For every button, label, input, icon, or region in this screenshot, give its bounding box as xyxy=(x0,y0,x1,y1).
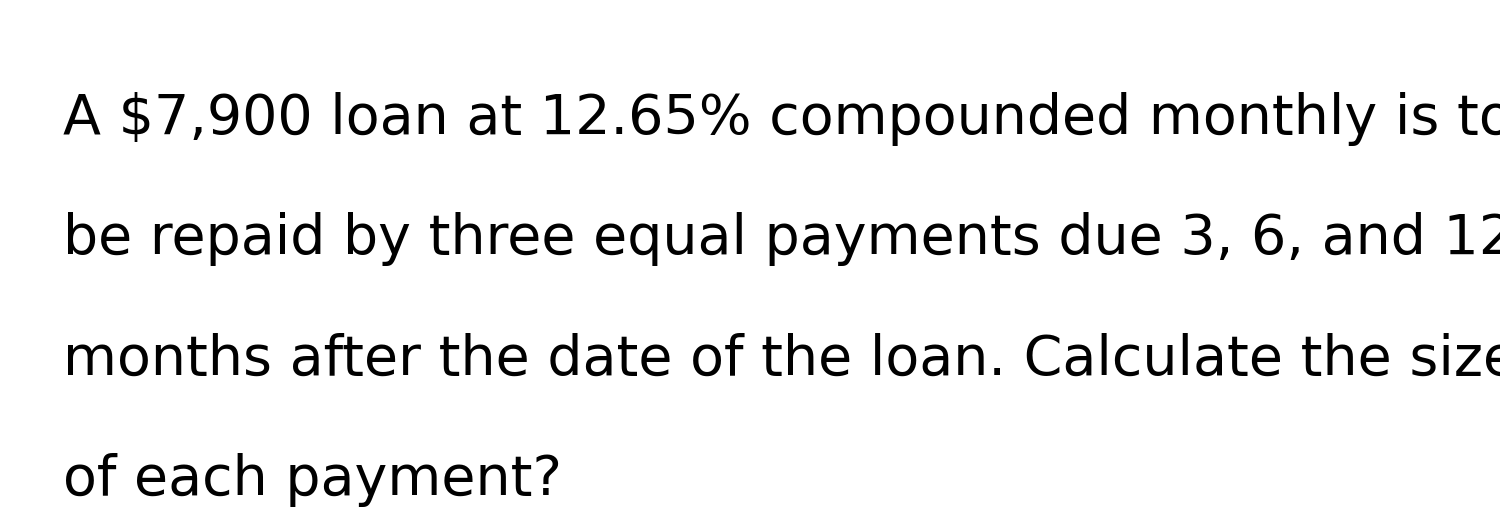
Text: A $7,900 loan at 12.65% compounded monthly is to: A $7,900 loan at 12.65% compounded month… xyxy=(63,92,1500,146)
Text: of each payment?: of each payment? xyxy=(63,453,562,507)
Text: be repaid by three equal payments due 3, 6, and 12: be repaid by three equal payments due 3,… xyxy=(63,212,1500,266)
Text: months after the date of the loan. Calculate the size: months after the date of the loan. Calcu… xyxy=(63,333,1500,387)
